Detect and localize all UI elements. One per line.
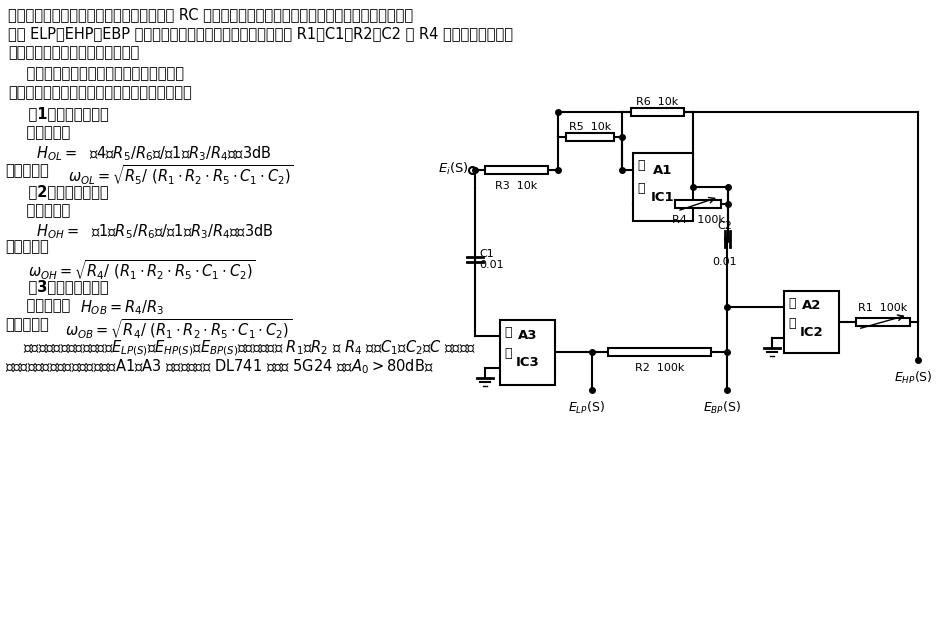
Bar	[630, 108, 684, 116]
Bar	[633, 153, 693, 221]
Bar	[856, 318, 909, 326]
Text: 择，不同的电路参数可以获得不同的滤波特性。: 择，不同的电路参数可以获得不同的滤波特性。	[8, 85, 192, 100]
Text: A2: A2	[801, 299, 821, 312]
Text: 值），就可以获得多种滤波特性。A1～A3 集成电路选用 DL741 型，或 5G24 型，$A_0>$80dB。: 值），就可以获得多种滤波特性。A1～A3 集成电路选用 DL741 型，或 5G…	[5, 357, 433, 376]
Bar	[783, 291, 839, 353]
Text: R5  10k: R5 10k	[568, 122, 610, 132]
Text: 通带增益：: 通带增益：	[8, 125, 70, 140]
Text: A1: A1	[652, 164, 672, 177]
Text: $H_{OB}=R_4/R_3$: $H_{OB}=R_4/R_3$	[80, 298, 164, 317]
Text: R2  100k: R2 100k	[634, 363, 683, 373]
Text: $E_i$(S): $E_i$(S)	[438, 161, 469, 177]
Text: R4   100k: R4 100k	[671, 215, 724, 225]
Text: －: －	[788, 297, 796, 310]
Text: 通带增益：: 通带增益：	[8, 298, 70, 313]
Text: $H_{OL}=$  （4＋$R_5/R_6$）/（1＋$R_3/R_4$）－3dB: $H_{OL}=$ （4＋$R_5/R_6$）/（1＋$R_3/R_4$）－3d…	[18, 144, 271, 163]
Text: R6  10k: R6 10k	[636, 97, 678, 107]
Text: 本电路为一种简单实用的状态变量集成运放 RC 有源滤波器。其特点是低通、高通、带通可以同时实现: 本电路为一种简单实用的状态变量集成运放 RC 有源滤波器。其特点是低通、高通、带…	[8, 7, 413, 22]
Text: 常用于电子琴的音色处理单元中。: 常用于电子琴的音色处理单元中。	[8, 45, 139, 60]
Text: ＋: ＋	[788, 317, 796, 330]
Text: （2）高通网络参数: （2）高通网络参数	[8, 184, 109, 199]
Text: －: －	[504, 326, 511, 339]
Text: 本电路工作的关键是对三种网络参数的选: 本电路工作的关键是对三种网络参数的选	[8, 66, 183, 81]
Text: A3: A3	[518, 329, 537, 342]
Text: （1）低通网络参数: （1）低通网络参数	[8, 106, 109, 121]
Text: IC3: IC3	[516, 356, 539, 369]
Bar	[500, 320, 555, 384]
Bar	[565, 133, 614, 141]
Text: IC2: IC2	[799, 326, 823, 339]
Text: 显然，对应不同的输出点（$E_{LP(S)}$、$E_{HP(S)}$、$E_{BP(S)}$）选取不同的 $R_1$、$R_2$ 及 $R_4$ 值（$C_1: 显然，对应不同的输出点（$E_{LP(S)}$、$E_{HP(S)}$、$E_{…	[5, 338, 475, 358]
Text: 通带增益：: 通带增益：	[8, 203, 70, 218]
Text: $E_{LP}$(S): $E_{LP}$(S)	[568, 400, 605, 416]
Text: R3  10k: R3 10k	[495, 181, 537, 191]
Bar	[607, 348, 710, 356]
Text: $\omega_{OH}=\sqrt{R_4/\ (R_1\cdot R_2\cdot R_5\cdot C_1\cdot C_2)}$: $\omega_{OH}=\sqrt{R_4/\ (R_1\cdot R_2\c…	[28, 258, 256, 282]
Text: IC1: IC1	[651, 191, 674, 204]
Text: 截止频率：: 截止频率：	[5, 163, 49, 178]
Text: $E_{BP}$(S): $E_{BP}$(S)	[702, 400, 740, 416]
Text: $H_{OH}=$  （1＋$R_5/R_6$）/（1＋$R_3/R_4$）－3dB: $H_{OH}=$ （1＋$R_5/R_6$）/（1＋$R_3/R_4$）－3d…	[18, 222, 273, 241]
Text: （3）带通网络参数: （3）带通网络参数	[8, 279, 109, 294]
Text: C2: C2	[716, 221, 731, 231]
Text: $E_{HP}$(S): $E_{HP}$(S)	[893, 370, 931, 386]
Text: $\omega_{OL}=\sqrt{R_5/\ (R_1\cdot R_2\cdot R_5\cdot C_1\cdot C_2)}$: $\omega_{OL}=\sqrt{R_5/\ (R_1\cdot R_2\c…	[68, 163, 294, 187]
Text: ＋: ＋	[636, 182, 644, 195]
Text: C1
0.01: C1 0.01	[478, 249, 503, 270]
Text: 中心频率：: 中心频率：	[5, 317, 49, 332]
Bar	[485, 166, 548, 174]
Text: R1  100k: R1 100k	[857, 303, 906, 313]
Text: （由 ELP、EHP、EBP 三点选择输出），网络特性参数可以借助 R1、C1、R2、C2 和 R4 任意调节。该电路: （由 ELP、EHP、EBP 三点选择输出），网络特性参数可以借助 R1、C1、…	[8, 26, 512, 41]
Text: $\omega_{OB}=\sqrt{R_4/\ (R_1\cdot R_2\cdot R_5\cdot C_1\cdot C_2)}$: $\omega_{OB}=\sqrt{R_4/\ (R_1\cdot R_2\c…	[65, 317, 292, 341]
Text: ＋: ＋	[504, 347, 511, 360]
Text: －: －	[636, 159, 644, 172]
Text: 0.01: 0.01	[711, 257, 736, 267]
Bar	[675, 200, 720, 208]
Text: 截止频率：: 截止频率：	[5, 239, 49, 254]
